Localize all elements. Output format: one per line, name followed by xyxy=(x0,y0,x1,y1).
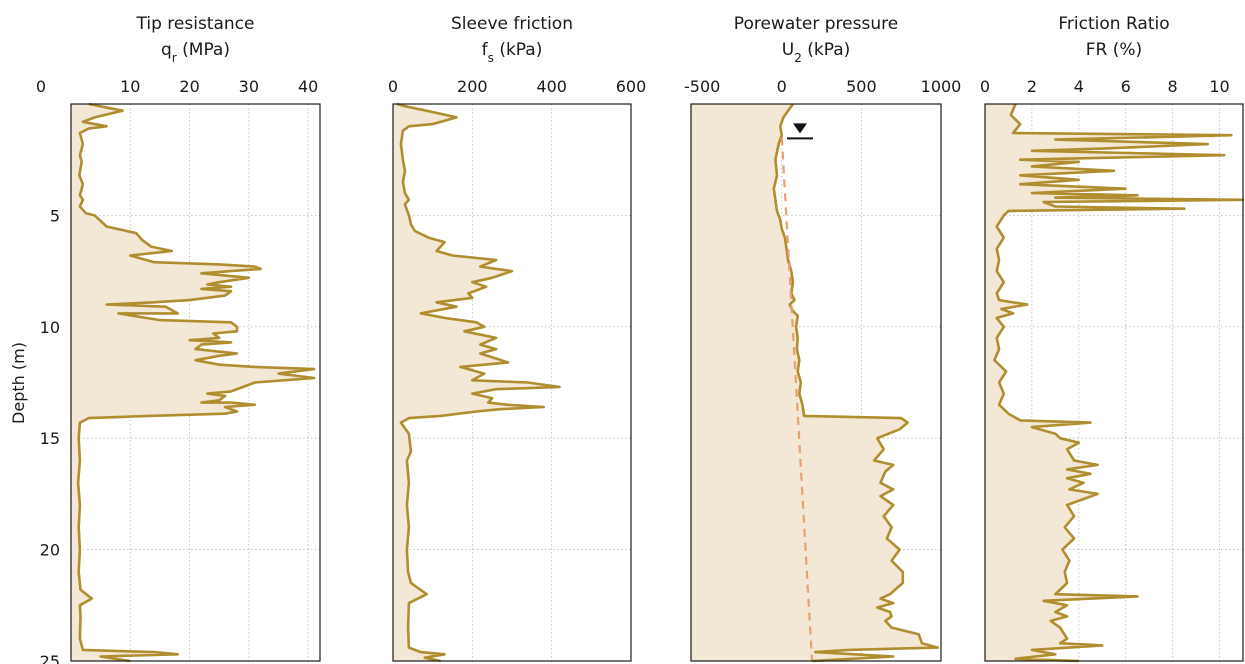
panel-frame xyxy=(690,103,942,662)
y-tick-label: 25 xyxy=(40,652,60,664)
x-tick-label: 10 xyxy=(120,77,140,96)
panel-title: Sleeve friction xyxy=(451,14,573,34)
panel-unit-label: qr (MPa) xyxy=(161,40,230,65)
panel-4: Friction Ratio FR (%) 0 2 4 6 8 10 xyxy=(980,14,1245,663)
profile-line xyxy=(993,103,1245,663)
x-tick-label: 0 xyxy=(777,77,787,96)
profile-line xyxy=(396,102,561,663)
profile-fill xyxy=(393,104,560,661)
y-tick-label: 20 xyxy=(40,541,60,560)
panel-frame xyxy=(70,103,321,662)
x-tick-label: 40 xyxy=(298,77,318,96)
panel-1: Tip resistance qr (MPa) 0 10 20 30 40 xyxy=(36,14,321,663)
y-axis-label: Depth (m) xyxy=(9,342,28,424)
y-tick-label: 10 xyxy=(40,318,60,337)
x-tick-label: 0 xyxy=(980,77,990,96)
panel-unit-label: U2 (kPa) xyxy=(782,40,851,65)
panel-title: Porewater pressure xyxy=(734,14,898,34)
x-tick-label: 400 xyxy=(536,77,567,96)
panel-3: Porewater pressure U2 (kPa) -500 0 500 1000 xyxy=(684,14,962,663)
panel-frame xyxy=(984,103,1244,662)
x-tick-label: 6 xyxy=(1121,77,1131,96)
x-tick-label: 10 xyxy=(1209,77,1229,96)
x-tick-label: 0 xyxy=(36,77,46,96)
y-tick-label: 15 xyxy=(40,429,60,448)
x-tick-label: 200 xyxy=(457,77,488,96)
x-tick-label: 8 xyxy=(1168,77,1178,96)
profile-line xyxy=(772,103,940,663)
panel-unit-label: fs (kPa) xyxy=(482,40,543,65)
x-tick-label: 0 xyxy=(388,77,398,96)
panel-title: Tip resistance xyxy=(136,14,255,34)
y-tick-label: 5 xyxy=(50,206,60,225)
x-tick-label: 30 xyxy=(239,77,259,96)
x-tick-label: 1000 xyxy=(921,77,962,96)
water-table-marker xyxy=(793,123,807,134)
profile-fill xyxy=(985,104,1243,661)
panel-title: Friction Ratio xyxy=(1058,14,1169,34)
x-tick-label: 20 xyxy=(179,77,199,96)
x-tick-label: 4 xyxy=(1074,77,1084,96)
profile-fill xyxy=(691,104,938,661)
profile-line xyxy=(76,102,316,663)
hydrostatic-line xyxy=(780,137,814,662)
x-tick-label: 2 xyxy=(1027,77,1037,96)
x-tick-label: 600 xyxy=(616,77,647,96)
panel-2: Sleeve friction fs (kPa) 0 200 400 600 xyxy=(388,14,647,663)
x-tick-label: -500 xyxy=(684,77,720,96)
x-tick-label: 500 xyxy=(846,77,877,96)
panel-unit-label: FR (%) xyxy=(1086,40,1142,60)
profile-fill xyxy=(71,104,315,661)
panel-frame xyxy=(392,103,632,662)
